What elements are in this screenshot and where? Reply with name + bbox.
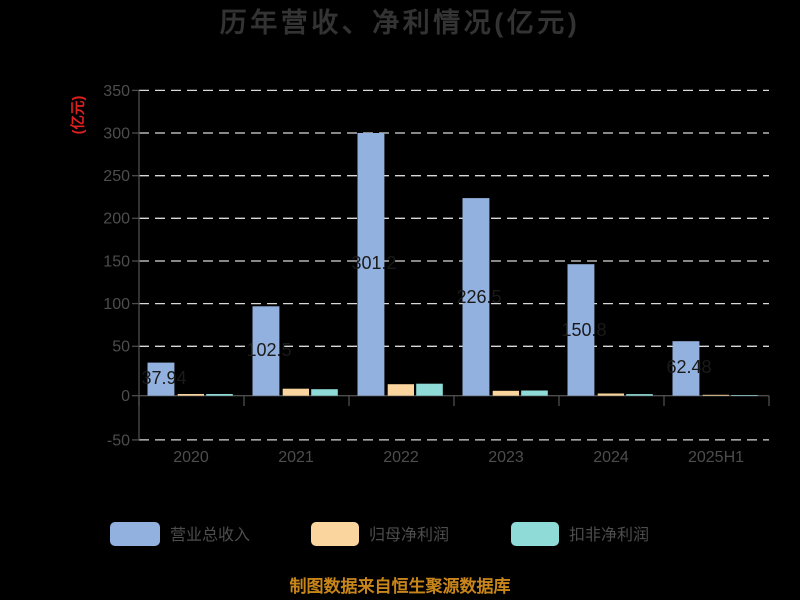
svg-text:0: 0: [121, 388, 130, 405]
svg-text:2020: 2020: [173, 449, 209, 466]
svg-text:营业总收入: 营业总收入: [170, 526, 250, 544]
svg-text:226.5: 226.5: [456, 287, 501, 307]
svg-text:2024: 2024: [593, 449, 629, 466]
svg-text:300: 300: [103, 126, 130, 143]
svg-text:2022: 2022: [383, 449, 419, 466]
svg-text:归母净利润: 归母净利润: [369, 526, 449, 544]
svg-text:扣非净利润: 扣非净利润: [569, 526, 649, 544]
svg-text:62.48: 62.48: [666, 357, 711, 377]
svg-text:150: 150: [103, 254, 130, 271]
svg-text:102.5: 102.5: [246, 340, 291, 360]
svg-text:制图数据来自恒生聚源数据库: 制图数据来自恒生聚源数据库: [290, 576, 511, 596]
svg-text:200: 200: [103, 211, 130, 228]
svg-text:301.2: 301.2: [351, 253, 396, 273]
svg-text:2025H1: 2025H1: [688, 449, 744, 466]
svg-text:-50: -50: [107, 433, 130, 450]
svg-text:2021: 2021: [278, 449, 314, 466]
svg-text:37.94: 37.94: [141, 368, 186, 388]
svg-text:2023: 2023: [488, 449, 524, 466]
svg-text:50: 50: [112, 339, 130, 356]
svg-text:(亿元): (亿元): [69, 96, 87, 135]
svg-text:历年营收、净利情况(亿元): 历年营收、净利情况(亿元): [220, 7, 580, 38]
svg-text:150.8: 150.8: [561, 320, 606, 340]
svg-text:250: 250: [103, 168, 130, 185]
svg-text:350: 350: [103, 83, 130, 100]
svg-text:100: 100: [103, 296, 130, 313]
